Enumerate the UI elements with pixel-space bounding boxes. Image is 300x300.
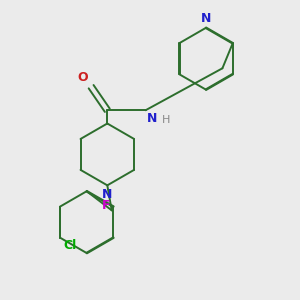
- Text: Cl: Cl: [64, 239, 77, 252]
- Text: N: N: [201, 12, 211, 26]
- Text: H: H: [162, 115, 170, 125]
- Text: N: N: [147, 112, 158, 125]
- Text: N: N: [102, 188, 112, 201]
- Text: F: F: [101, 199, 110, 212]
- Text: O: O: [77, 71, 88, 84]
